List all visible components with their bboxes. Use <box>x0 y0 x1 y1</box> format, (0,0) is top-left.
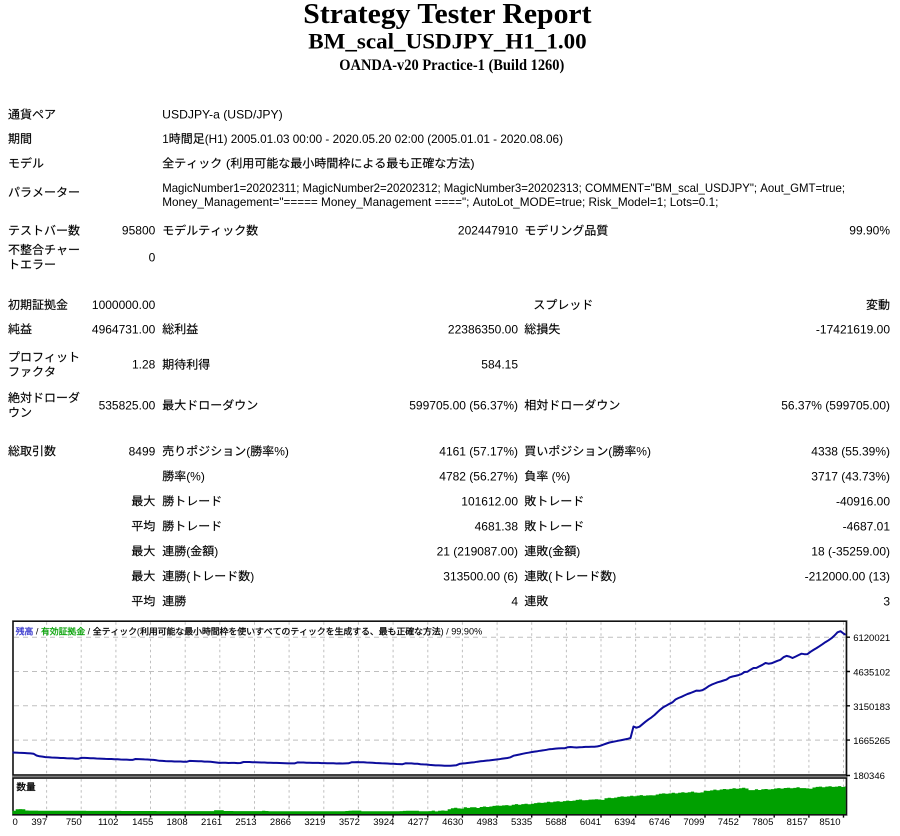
svg-text:18 (-35259.00): 18 (-35259.00) <box>811 544 890 558</box>
svg-text:1455: 1455 <box>132 817 153 828</box>
svg-text:5335: 5335 <box>511 817 532 828</box>
svg-text:4161 (57.17%): 4161 (57.17%) <box>439 444 518 458</box>
svg-text:-17421619.00: -17421619.00 <box>816 322 890 336</box>
svg-text:584.15: 584.15 <box>481 358 518 372</box>
svg-text:1665265: 1665265 <box>853 736 890 747</box>
svg-text:7452: 7452 <box>718 817 739 828</box>
svg-text:3150183: 3150183 <box>853 702 890 713</box>
svg-text:3572: 3572 <box>339 817 360 828</box>
svg-text:4277: 4277 <box>408 817 429 828</box>
svg-text:1: 1 <box>162 132 169 146</box>
svg-text:6120021: 6120021 <box>853 633 890 644</box>
svg-text:7805: 7805 <box>752 817 773 828</box>
svg-text:): ) <box>612 569 616 583</box>
svg-text:2513: 2513 <box>235 817 256 828</box>
svg-text:8157: 8157 <box>787 817 808 828</box>
svg-text:99.90%: 99.90% <box>849 224 890 238</box>
svg-text:4635102: 4635102 <box>853 668 890 679</box>
svg-text:): ) <box>576 544 580 558</box>
svg-text:4630: 4630 <box>442 817 463 828</box>
svg-text:(: ( <box>548 544 552 558</box>
svg-text:Money_Management="===== Money_: Money_Management="===== Money_Management… <box>162 195 718 209</box>
svg-text:0: 0 <box>149 250 156 264</box>
svg-text:2866: 2866 <box>270 817 291 828</box>
svg-text:4: 4 <box>511 594 518 608</box>
svg-text:-212000.00 (13): -212000.00 (13) <box>805 569 890 583</box>
svg-text:7099: 7099 <box>683 817 704 828</box>
svg-text:) / 99.90%: ) / 99.90% <box>441 627 483 637</box>
svg-text:%): %) <box>636 444 651 458</box>
svg-text:180346: 180346 <box>853 771 885 782</box>
svg-text:4964731.00: 4964731.00 <box>92 322 156 336</box>
svg-text:4338 (55.39%): 4338 (55.39%) <box>811 444 890 458</box>
svg-text:5688: 5688 <box>545 817 566 828</box>
svg-text:(: ( <box>186 544 190 558</box>
svg-text:): ) <box>214 544 218 558</box>
svg-text:1.28: 1.28 <box>132 358 156 372</box>
svg-text:3: 3 <box>883 594 890 608</box>
svg-text:95800: 95800 <box>122 224 156 238</box>
svg-text:101612.00: 101612.00 <box>461 494 518 508</box>
svg-text:750: 750 <box>66 817 82 828</box>
svg-text:(%): (%) <box>186 469 205 483</box>
svg-text:397: 397 <box>31 817 47 828</box>
svg-text:1000000.00: 1000000.00 <box>92 298 156 312</box>
svg-text:1808: 1808 <box>167 817 188 828</box>
svg-text:(: ( <box>222 157 230 171</box>
svg-text:(H1) 2005.01.03 00:00 - 2020.0: (H1) 2005.01.03 00:00 - 2020.05.20 02:00… <box>205 132 563 146</box>
svg-text:-40916.00: -40916.00 <box>836 494 890 508</box>
svg-text:): ) <box>470 157 474 171</box>
svg-text:313500.00 (6): 313500.00 (6) <box>443 569 518 583</box>
svg-text:21 (219087.00): 21 (219087.00) <box>437 544 518 558</box>
svg-text:6746: 6746 <box>649 817 670 828</box>
svg-text:(: ( <box>246 444 250 458</box>
svg-text:MagicNumber1=20202311; MagicNu: MagicNumber1=20202311; MagicNumber2=2020… <box>162 181 845 195</box>
svg-text:%): %) <box>274 444 289 458</box>
svg-text:(: ( <box>186 569 190 583</box>
svg-text:(: ( <box>548 569 552 583</box>
svg-text:2161: 2161 <box>201 817 222 828</box>
svg-text:(: ( <box>137 627 141 637</box>
svg-text:56.37% (599705.00): 56.37% (599705.00) <box>781 398 890 412</box>
svg-text:(%): (%) <box>548 469 570 483</box>
svg-text:599705.00 (56.37%): 599705.00 (56.37%) <box>409 398 518 412</box>
svg-text:Strategy Tester Report: Strategy Tester Report <box>303 0 592 30</box>
svg-text:1102: 1102 <box>98 817 118 828</box>
svg-text:22386350.00: 22386350.00 <box>448 322 518 336</box>
svg-text:0: 0 <box>13 817 18 828</box>
svg-text:/: / <box>85 627 93 637</box>
svg-text:202447910: 202447910 <box>458 224 518 238</box>
svg-text:USDJPY-a (USD/JPY): USDJPY-a (USD/JPY) <box>162 108 283 122</box>
svg-text:3717 (43.73%): 3717 (43.73%) <box>811 469 890 483</box>
svg-text:4782 (56.27%): 4782 (56.27%) <box>439 469 518 483</box>
svg-text:6041: 6041 <box>580 817 601 828</box>
svg-text:4983: 4983 <box>477 817 498 828</box>
svg-text:8510: 8510 <box>819 817 840 828</box>
svg-text:8499: 8499 <box>129 444 156 458</box>
svg-text:BM_scal_USDJPY_H1_1.00: BM_scal_USDJPY_H1_1.00 <box>308 28 586 53</box>
svg-text:3924: 3924 <box>373 817 394 828</box>
svg-text:4681.38: 4681.38 <box>475 519 519 533</box>
svg-text:): ) <box>250 569 254 583</box>
svg-text:/: / <box>33 627 41 637</box>
svg-text:535825.00: 535825.00 <box>99 398 156 412</box>
svg-text:(: ( <box>608 444 612 458</box>
svg-text:-4687.01: -4687.01 <box>843 519 891 533</box>
svg-text:6394: 6394 <box>614 817 635 828</box>
svg-text:3219: 3219 <box>304 817 325 828</box>
svg-text:OANDA-v20 Practice-1 (Build 12: OANDA-v20 Practice-1 (Build 1260) <box>339 57 564 74</box>
